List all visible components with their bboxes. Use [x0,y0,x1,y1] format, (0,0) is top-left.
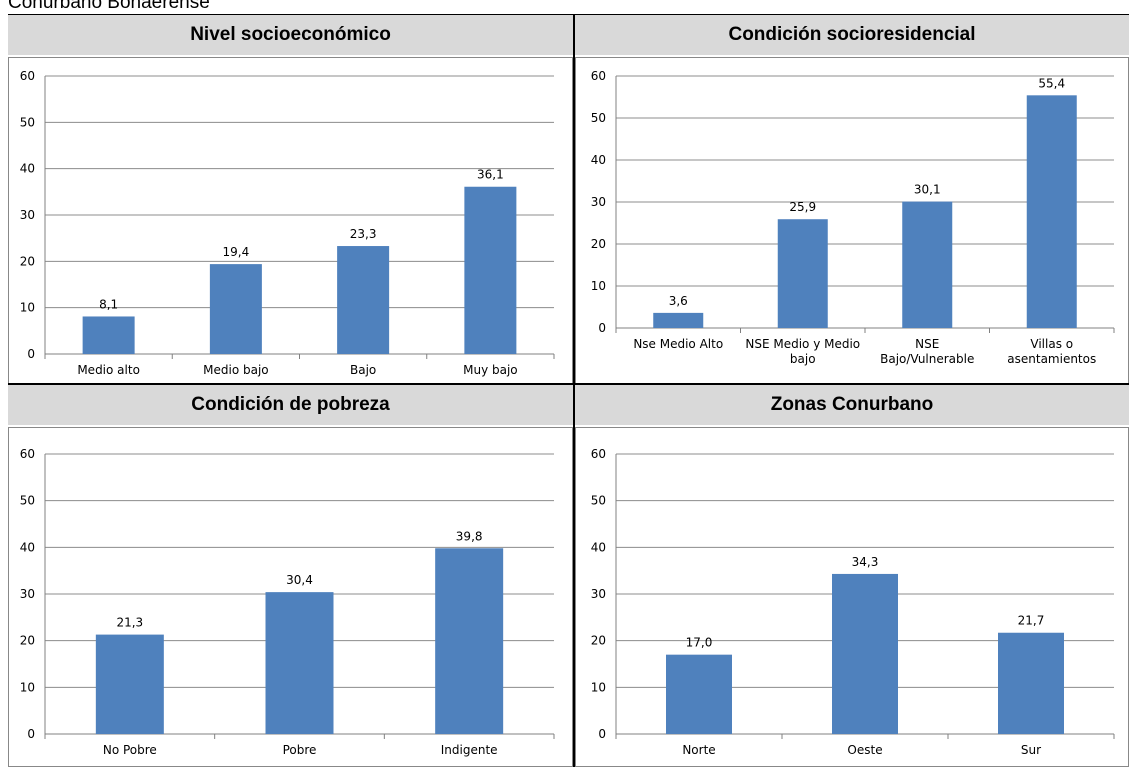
x-tick-label: No Pobre [103,743,157,757]
x-tick-label: Medio bajo [203,363,269,377]
y-tick-label: 30 [20,208,35,222]
y-tick-label: 40 [591,153,606,167]
y-tick-label: 0 [27,727,35,741]
y-tick-label: 40 [20,540,35,554]
bar [337,246,390,354]
y-tick-label: 60 [591,447,606,461]
data-label: 3,6 [669,294,688,308]
bar [95,634,164,734]
plot-area: 0 10 20 30 40 50 60 21,3 No Pobre 30,4 Pobre 39,8 In… [8,427,573,767]
y-tick-label: 40 [591,540,606,554]
data-label: 39,8 [456,529,483,543]
x-tick-label: NSE Medio y Medio [745,337,860,351]
y-tick-label: 0 [598,321,606,335]
chart-panel-nivel-socioeconomico: Nivel socioeconómico 0 10 20 30 40 50 60 8,1 Med… [8,15,573,385]
y-tick-label: 10 [591,680,606,694]
x-tick-label: Indigente [441,743,498,757]
bar-chart-svg: 0 10 20 30 40 50 60 17,0 Norte 34,3 Oeste 21,7 Sur [591,447,1115,757]
y-tick-label: 10 [20,301,35,315]
x-tick-label: Muy bajo [463,363,518,377]
data-label: 23,3 [350,227,377,241]
plot-area: 0 10 20 30 40 50 60 17,0 Norte 34,3 Oeste 21,7 Sur [575,427,1129,767]
bar [653,312,704,328]
bar [666,654,732,734]
y-tick-label: 50 [591,111,606,125]
x-tick-label: Norte [682,743,715,757]
x-tick-label: bajo [790,352,816,366]
chart-panel-condicion-socioresidencial: Condición socioresidencial 0 10 20 30 40 50 60… [575,15,1129,385]
bar [435,548,504,734]
data-label: 17,0 [686,636,713,650]
x-tick-label: Oeste [847,743,882,757]
chart-panel-condicion-de-pobreza: Condición de pobreza 0 10 20 30 40 50 60 21,3 No… [8,385,573,767]
y-tick-label: 20 [591,237,606,251]
chart-title: Condición socioresidencial [575,15,1129,55]
bar [265,592,334,734]
y-tick-label: 50 [591,494,606,508]
plot-area: 0 10 20 30 40 50 60 3,6 Nse Medio Alto 25,9 NSE Me… [575,57,1129,385]
data-label: 30,4 [286,573,313,587]
bar [1026,95,1077,328]
bar [464,186,517,354]
x-tick-label: Bajo [350,363,376,377]
data-label: 19,4 [223,245,250,259]
y-tick-label: 0 [27,347,35,361]
x-tick-label: Sur [1021,743,1041,757]
y-tick-label: 60 [591,69,606,83]
y-tick-label: 10 [20,680,35,694]
chart-title: Nivel socioeconómico [8,15,573,55]
data-label: 30,1 [914,183,941,197]
top-rule [8,14,1129,15]
y-tick-label: 60 [20,447,35,461]
bar [209,264,262,354]
vertical-divider [573,15,575,767]
x-tick-label: Bajo/Vulnerable [880,352,974,366]
data-label: 36,1 [477,168,504,182]
y-tick-label: 20 [20,634,35,648]
y-tick-label: 30 [591,587,606,601]
bar [832,573,898,734]
y-tick-label: 40 [20,162,35,176]
x-tick-label: asentamientos [1007,352,1096,366]
x-tick-label: Medio alto [77,363,140,377]
y-tick-label: 50 [20,494,35,508]
data-label: 21,7 [1018,614,1045,628]
data-label: 8,1 [99,297,118,311]
bar [777,219,828,328]
data-label: 21,3 [116,616,143,630]
y-tick-label: 30 [20,587,35,601]
data-label: 34,3 [852,555,879,569]
x-tick-label: Nse Medio Alto [633,337,723,351]
horizontal-divider [8,383,1129,385]
chart-title: Zonas Conurbano [575,385,1129,425]
x-tick-label: Pobre [283,743,317,757]
y-tick-label: 20 [591,634,606,648]
data-label: 55,4 [1038,76,1065,90]
y-tick-label: 60 [20,69,35,83]
chart-panel-zonas-conurbano: Zonas Conurbano 0 10 20 30 40 50 60 17,0 Norte 34… [575,385,1129,767]
x-tick-label: Villas o [1030,337,1073,351]
x-tick-label: NSE [915,337,939,351]
y-tick-label: 50 [20,115,35,129]
y-tick-label: 10 [591,279,606,293]
y-tick-label: 20 [20,254,35,268]
data-label: 25,9 [789,200,816,214]
y-tick-label: 30 [591,195,606,209]
y-tick-label: 0 [598,727,606,741]
chart-title: Condición de pobreza [8,385,573,425]
page-title: Conurbano Bonaerense [8,0,210,13]
bar-chart-svg: 0 10 20 30 40 50 60 3,6 Nse Medio Alto 25,9 NSE Me… [591,69,1115,366]
plot-area: 0 10 20 30 40 50 60 8,1 Medio alto 19,4 Medio bajo… [8,57,573,385]
bar [82,316,135,354]
bar-chart-svg: 0 10 20 30 40 50 60 21,3 No Pobre 30,4 Pobre 39,8 In… [20,447,555,757]
bar [902,201,953,328]
bar-chart-svg: 0 10 20 30 40 50 60 8,1 Medio alto 19,4 Medio bajo… [20,69,555,377]
bar [998,632,1064,734]
